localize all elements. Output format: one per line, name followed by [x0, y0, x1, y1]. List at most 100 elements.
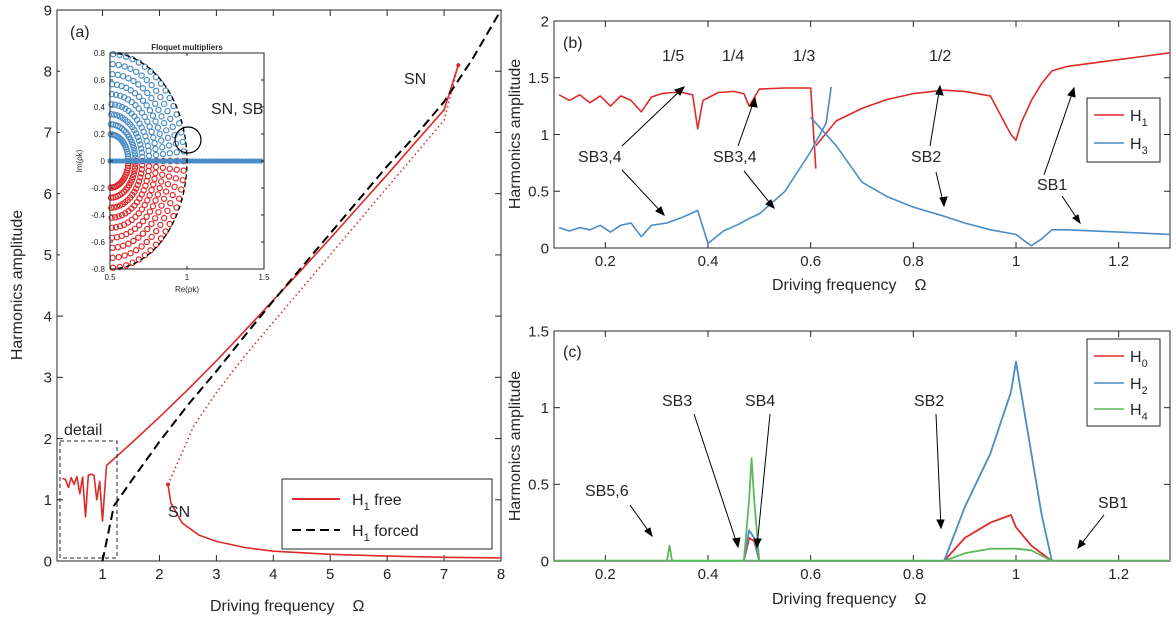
panel-b-xtick-label: 0.8 — [903, 253, 924, 270]
inset-point-lower — [171, 183, 178, 191]
inset-point-lower — [125, 240, 132, 247]
inset-point-lower — [146, 192, 153, 199]
inset-point-lower — [120, 221, 128, 228]
inset-point-upper — [135, 93, 143, 100]
inset-point-lower — [144, 197, 151, 204]
panel-b-axes-box — [553, 20, 1171, 249]
inset-point-real — [258, 158, 264, 164]
panel-c-sb-label-1: SB5,6 — [585, 483, 629, 500]
inset-point-upper — [118, 103, 126, 111]
inset-point-upper — [137, 145, 145, 152]
inset-point-upper — [152, 145, 159, 153]
inset-point-upper — [131, 90, 139, 97]
inset-ytick-label: 0.6 — [94, 76, 106, 85]
inset-point-upper — [138, 149, 146, 156]
panel-c-ylabel: Harmonics amplitude — [507, 371, 524, 521]
inset-point-lower — [129, 173, 137, 181]
inset-point-lower — [151, 175, 158, 183]
panel-a: 1 2 3 4 5 6 7 8 0 1 2 3 4 5 6 7 8 9 (a) SN SN detail H1 f… — [9, 2, 505, 615]
inset-point-upper — [135, 137, 143, 144]
panel-a-annotation-detail: detail — [64, 422, 102, 439]
inset-point-upper — [130, 77, 137, 85]
inset-unit-circle — [109, 52, 188, 270]
inset-point-lower — [148, 233, 155, 241]
panel-b-sb-label-1: SB3,4 — [578, 149, 622, 166]
inset-point-upper — [157, 93, 164, 101]
inset-title: Floquet multipliers — [151, 43, 223, 52]
inset-point-lower — [141, 201, 148, 209]
panel-c-ytick-label: 0 — [541, 553, 549, 570]
ratio-label-1-3: 1/3 — [793, 48, 815, 65]
inset-point-lower — [132, 213, 139, 221]
inset-point-lower — [160, 195, 168, 202]
inset-point-upper — [149, 112, 157, 119]
inset-point-upper — [160, 100, 168, 108]
inset-point-lower — [179, 176, 186, 184]
panel-b-sb-label-2: SB3,4 — [713, 149, 757, 166]
panel-c-xtick-label: 0.8 — [903, 566, 924, 583]
panel-a-ytick-label: 3 — [44, 370, 52, 387]
inset-point-lower — [152, 169, 159, 177]
panel-a-sn-point — [166, 482, 170, 487]
inset-point-upper — [131, 147, 138, 155]
inset-point-lower — [164, 180, 172, 188]
inset-point-upper — [151, 139, 158, 147]
panel-c-xtick-label: 0.6 — [800, 566, 821, 583]
inset-point-upper — [148, 81, 155, 89]
inset-point-upper — [132, 130, 140, 137]
inset-point-lower — [118, 211, 126, 219]
panel-a-legend: H1 free H1 forced — [281, 478, 493, 550]
panel-a-xtick-label: 4 — [269, 566, 277, 583]
inset-point-lower — [115, 213, 122, 220]
inset-point-upper — [112, 91, 120, 98]
inset-point-upper — [111, 111, 118, 118]
inset-point-upper — [113, 112, 121, 119]
legend-label-h1: H1 — [1130, 108, 1148, 129]
inset-point-lower — [144, 225, 151, 233]
inset-point-upper — [131, 151, 139, 158]
inset-point-lower — [178, 186, 185, 193]
inset-point-lower — [135, 210, 142, 217]
inset-point-upper — [146, 123, 153, 130]
panel-c-arrows — [629, 413, 1105, 550]
panel-a-annotation-sn-top: SN — [404, 71, 426, 88]
inset-point-lower — [131, 225, 139, 232]
inset-point-lower — [131, 167, 138, 175]
panel-a-ytick-label: 5 — [44, 247, 52, 264]
inset-point-upper — [173, 149, 180, 156]
panel-c-sb-label-4: SB2 — [914, 393, 944, 410]
inset-point-upper — [111, 101, 119, 108]
inset-point-upper — [129, 141, 137, 149]
panel-a-ytick-label: 9 — [44, 2, 52, 19]
panel-a-ytick-label: 6 — [44, 186, 52, 203]
inset-point-lower — [151, 215, 159, 222]
inset-point-upper — [132, 68, 140, 75]
inset-point-upper — [143, 76, 150, 84]
inset-point-lower — [130, 170, 137, 178]
inset-point-lower — [134, 181, 141, 189]
inset-point-upper — [179, 138, 186, 146]
inset-xtick-label: 0.5 — [104, 273, 116, 282]
panel-a-annotation-sn-bottom: SN — [168, 504, 190, 521]
inset-point-upper — [107, 121, 115, 128]
inset-point-upper — [165, 142, 173, 149]
ratio-label-1-5: 1/5 — [662, 48, 684, 65]
panel-b-ytick-label: 1 — [541, 127, 549, 144]
panel-a-xtick-label: 7 — [440, 566, 448, 583]
inset-point-upper — [163, 127, 170, 134]
panel-a-ytick-label: 4 — [44, 308, 52, 325]
panel-a-ytick-label: 0 — [44, 553, 52, 570]
panel-b-ytick-label: 0 — [541, 240, 549, 257]
inset-point-lower — [122, 210, 129, 217]
inset-point-upper — [110, 121, 117, 128]
inset-point-upper — [160, 120, 168, 127]
inset-point-upper — [169, 123, 176, 131]
inset-point-lower — [155, 208, 162, 216]
legend-label-h2: H2 — [1130, 376, 1148, 397]
panel-c-xtick-label: 1 — [1012, 566, 1020, 583]
panel-c-xlabel: Driving frequency Ω — [772, 591, 927, 608]
inset-point-upper — [148, 94, 155, 102]
inset-point-upper — [138, 72, 145, 79]
panel-b-tag: (b) — [563, 35, 583, 52]
